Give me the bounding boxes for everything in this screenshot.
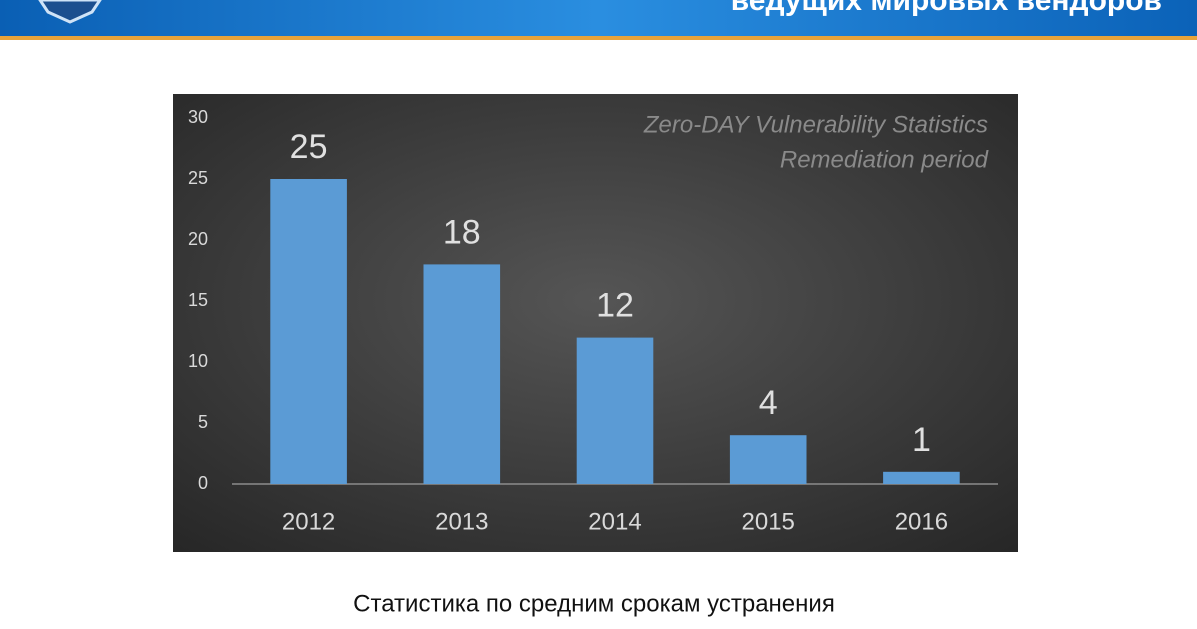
y-tick-label: 25 [188, 168, 208, 188]
bar [270, 179, 347, 484]
y-tick-label: 0 [198, 473, 208, 493]
data-label: 25 [290, 128, 328, 166]
x-tick-label: 2015 [742, 508, 795, 535]
bar [883, 471, 960, 484]
x-tick-label: 2013 [435, 508, 488, 535]
chart-subtitle: Remediation period [780, 146, 989, 173]
logo [38, 0, 102, 24]
data-label: 18 [443, 213, 481, 251]
header-rule [0, 36, 1197, 40]
caption: Статистика по средним срокам устранения [353, 590, 835, 617]
chart: Zero-DAY Vulnerability Statistics Remedia… [188, 107, 998, 535]
data-label: 4 [759, 384, 778, 422]
y-tick-label: 5 [198, 412, 208, 432]
y-tick-label: 10 [188, 351, 208, 371]
y-tick-label: 30 [188, 107, 208, 127]
x-tick-label: 2012 [282, 508, 335, 535]
header-title: ведущих мировых вендоров [731, 0, 1162, 17]
data-label: 12 [596, 287, 634, 325]
y-tick-label: 20 [188, 229, 208, 249]
y-tick-label: 15 [188, 290, 208, 310]
bar [729, 435, 807, 484]
chart-title: Zero-DAY Vulnerability Statistics [643, 111, 988, 138]
bar [423, 264, 501, 484]
x-tick-label: 2016 [895, 508, 948, 535]
bar [576, 337, 654, 484]
header-bar [0, 0, 1197, 36]
data-label: 1 [912, 421, 931, 459]
x-tick-label: 2014 [588, 508, 641, 535]
